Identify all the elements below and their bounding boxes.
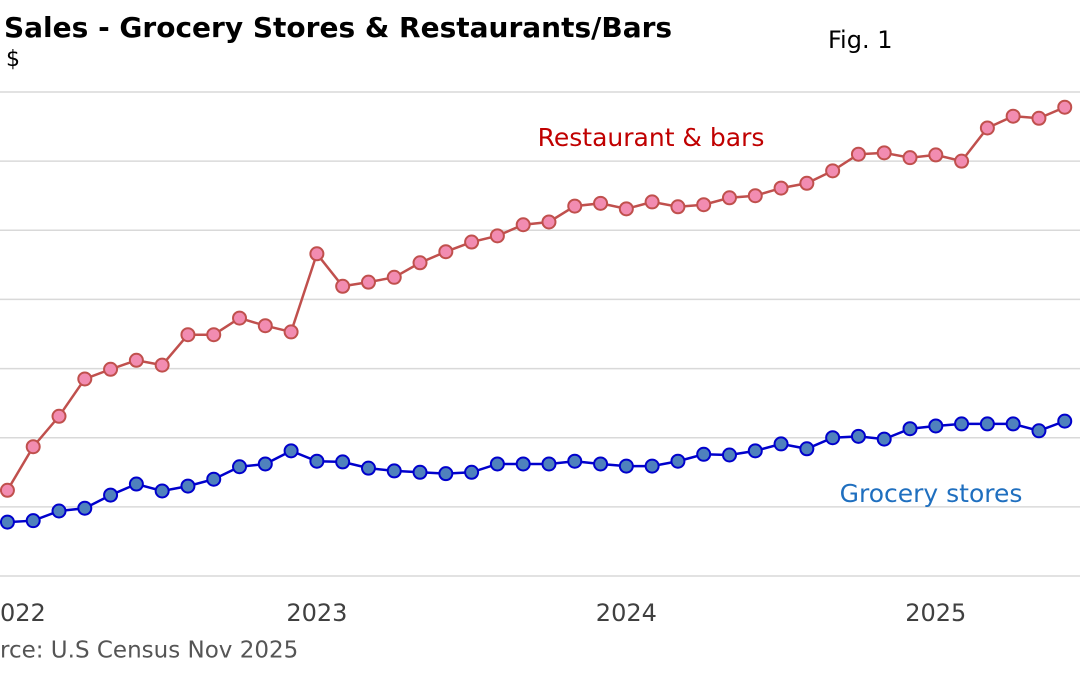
data-point (0, 482, 15, 498)
data-point (489, 456, 505, 472)
data-point (593, 456, 609, 472)
x-tick-label: 2023 (286, 599, 347, 627)
y-axis-label: $ (6, 47, 20, 72)
data-point (103, 361, 119, 377)
data-point (128, 476, 144, 492)
data-point (954, 416, 970, 432)
data-point (309, 453, 325, 469)
data-point (644, 458, 660, 474)
data-point (773, 180, 789, 196)
x-tick-label: 2025 (905, 599, 966, 627)
data-point (876, 431, 892, 447)
data-point (103, 487, 119, 503)
data-point (386, 463, 402, 479)
data-point (747, 443, 763, 459)
series-annotation: Restaurant & bars (538, 123, 765, 152)
data-point (928, 147, 944, 163)
data-point (979, 120, 995, 136)
data-point (154, 483, 170, 499)
data-point (257, 318, 273, 334)
data-point (489, 228, 505, 244)
data-point (51, 408, 67, 424)
data-point (515, 456, 531, 472)
data-point (747, 188, 763, 204)
data-point (438, 244, 454, 260)
data-point (799, 441, 815, 457)
data-point (515, 217, 531, 233)
data-point (257, 456, 273, 472)
data-point (825, 430, 841, 446)
x-tick-label: 2024 (596, 599, 657, 627)
data-point (644, 194, 660, 210)
x-tick-label: 022 (0, 599, 46, 627)
data-point (232, 459, 248, 475)
data-point (825, 163, 841, 179)
data-point (283, 324, 299, 340)
data-point (567, 198, 583, 214)
data-point (1005, 108, 1021, 124)
data-point (180, 478, 196, 494)
data-point (850, 428, 866, 444)
data-point (309, 246, 325, 262)
data-point (618, 201, 634, 217)
data-point (670, 453, 686, 469)
data-point (902, 421, 918, 437)
data-point (721, 447, 737, 463)
data-point (876, 145, 892, 161)
data-point (25, 439, 41, 455)
data-point (464, 234, 480, 250)
data-point (154, 357, 170, 373)
figure-label: Fig. 1 (828, 26, 893, 54)
data-point (438, 466, 454, 482)
data-point (232, 310, 248, 326)
data-point (412, 255, 428, 271)
data-point (1005, 416, 1021, 432)
data-point (541, 456, 557, 472)
data-point (360, 274, 376, 290)
data-point (206, 327, 222, 343)
data-point (128, 352, 144, 368)
data-point (954, 153, 970, 169)
data-point (850, 146, 866, 162)
data-point (696, 197, 712, 213)
data-point (464, 464, 480, 480)
data-point (180, 327, 196, 343)
data-point (670, 199, 686, 215)
series-annotation: Grocery stores (840, 479, 1023, 508)
data-point (51, 503, 67, 519)
data-point (541, 214, 557, 230)
data-point (0, 514, 15, 530)
data-point (283, 443, 299, 459)
data-point (1031, 423, 1047, 439)
data-point (1031, 110, 1047, 126)
data-point (799, 175, 815, 191)
data-point (206, 471, 222, 487)
data-point (593, 195, 609, 211)
data-point (77, 500, 93, 516)
source-note: rce: U.S Census Nov 2025 (0, 638, 298, 664)
data-point (928, 418, 944, 434)
data-point (335, 278, 351, 294)
data-point (1057, 413, 1073, 429)
data-point (1057, 99, 1073, 115)
data-point (773, 436, 789, 452)
data-point (567, 453, 583, 469)
chart-title: Sales - Grocery Stores & Restaurants/Bar… (4, 11, 672, 44)
data-point (902, 150, 918, 166)
data-point (25, 513, 41, 529)
data-point (360, 460, 376, 476)
data-point (696, 446, 712, 462)
data-point (335, 454, 351, 470)
data-point (721, 190, 737, 206)
data-point (77, 371, 93, 387)
data-point (979, 416, 995, 432)
data-point (412, 464, 428, 480)
data-point (618, 458, 634, 474)
data-point (386, 269, 402, 285)
